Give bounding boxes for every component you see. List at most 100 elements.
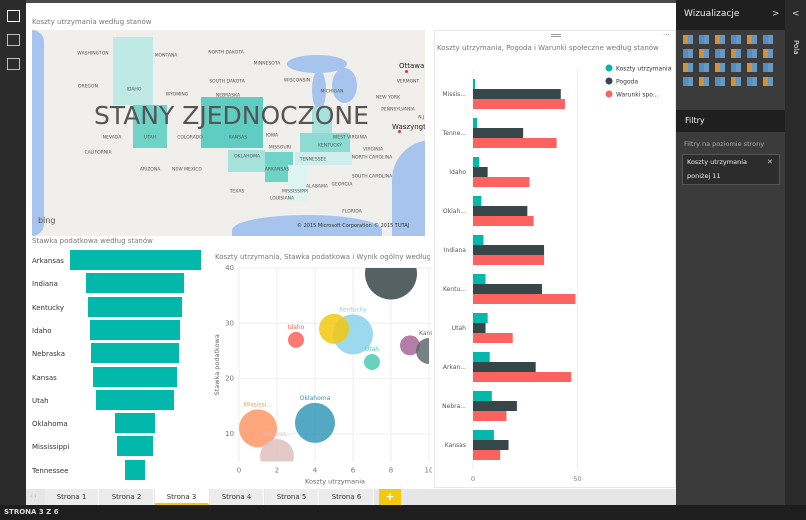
remove-filter-icon[interactable]: ✕: [767, 158, 773, 166]
bar[interactable]: [473, 411, 507, 421]
bar[interactable]: [473, 440, 509, 450]
scatter-chart[interactable]: 0 2 4 6 8 10 10 20 30 40 Kentucky Idaho Utah Kansa Okl…: [200, 258, 432, 490]
bar[interactable]: [473, 118, 478, 128]
tab-page-3[interactable]: Strona 3: [155, 489, 209, 505]
more-options-icon[interactable]: ···: [663, 31, 670, 39]
bar[interactable]: [473, 372, 572, 382]
bar[interactable]: [473, 274, 486, 284]
donut-icon[interactable]: [763, 77, 773, 86]
bar[interactable]: [473, 284, 542, 294]
funnel-bar[interactable]: [116, 436, 154, 457]
bar[interactable]: [473, 323, 486, 333]
line-column-icon[interactable]: [715, 49, 725, 58]
bar[interactable]: [473, 362, 536, 372]
bar[interactable]: [473, 333, 513, 343]
bar[interactable]: [473, 138, 557, 148]
funnel-bar[interactable]: [93, 366, 177, 387]
filter-card[interactable]: Koszty utrzymania poniżej 11 ✕: [682, 154, 780, 185]
100-column-icon[interactable]: [763, 35, 773, 44]
stacked-column-icon[interactable]: [699, 35, 709, 44]
bar[interactable]: [473, 352, 490, 362]
add-page-button[interactable]: +: [379, 489, 401, 505]
bubble[interactable]: [295, 402, 335, 443]
relationships-view-icon[interactable]: [7, 58, 20, 70]
state-idaho[interactable]: [113, 37, 153, 105]
funnel-bar[interactable]: [96, 389, 174, 410]
bar[interactable]: [473, 450, 501, 460]
bar[interactable]: [473, 206, 528, 216]
state-kentucky[interactable]: [300, 133, 350, 152]
tab-page-6[interactable]: Strona 6: [320, 489, 374, 505]
state-mississippi[interactable]: [288, 165, 307, 202]
bar[interactable]: [473, 294, 576, 304]
treemap-icon[interactable]: [699, 63, 709, 72]
line-column-2-icon[interactable]: [731, 49, 741, 58]
scatter-icon[interactable]: [763, 49, 773, 58]
line-chart-icon[interactable]: [683, 49, 693, 58]
pie-icon[interactable]: [683, 63, 693, 72]
bubble[interactable]: [260, 439, 294, 473]
report-view-icon[interactable]: [7, 10, 20, 22]
bar[interactable]: [473, 167, 488, 177]
tab-page-2[interactable]: Strona 2: [100, 489, 154, 505]
bar[interactable]: [473, 177, 530, 187]
funnel-bar[interactable]: [87, 296, 183, 317]
bar[interactable]: [473, 89, 561, 99]
100-bar-icon[interactable]: [747, 35, 757, 44]
bar[interactable]: [473, 255, 545, 265]
data-view-icon[interactable]: [7, 34, 20, 46]
tab-scroll-arrows[interactable]: ‹ ›: [30, 493, 37, 500]
gauge-icon[interactable]: [699, 77, 709, 86]
stacked-bar-icon[interactable]: [683, 35, 693, 44]
collapse-chevron-icon[interactable]: <: [792, 9, 800, 19]
expand-chevron-icon[interactable]: >: [772, 9, 780, 19]
bar[interactable]: [473, 196, 482, 206]
bar[interactable]: [473, 99, 565, 109]
filled-map-icon[interactable]: [763, 63, 773, 72]
state-utah[interactable]: [133, 105, 167, 148]
matrix-icon[interactable]: [747, 63, 757, 72]
map-icon[interactable]: [715, 63, 725, 72]
bubble[interactable]: [239, 409, 277, 448]
state-tennessee[interactable]: [295, 152, 352, 165]
bar[interactable]: [473, 128, 524, 138]
multi-card-icon[interactable]: [731, 77, 741, 86]
area-chart-icon[interactable]: [699, 49, 709, 58]
drag-handle-icon[interactable]: [551, 34, 561, 37]
card-icon[interactable]: [715, 77, 725, 86]
fields-pane-collapsed[interactable]: < Pola: [785, 0, 806, 505]
tab-page-1[interactable]: Strona 1: [45, 489, 99, 505]
filled-map[interactable]: WASHINGTON OREGON CALIFORNIA NEVADA IDAHO MON…: [32, 30, 425, 236]
bubble[interactable]: [400, 335, 420, 356]
funnel-bar[interactable]: [89, 319, 181, 340]
bar[interactable]: [473, 157, 480, 167]
bubble[interactable]: [288, 331, 304, 348]
state-oklahoma[interactable]: [228, 150, 265, 172]
bar[interactable]: [473, 430, 494, 440]
funnel-bar[interactable]: [91, 343, 179, 364]
funnel-icon[interactable]: [683, 77, 693, 86]
table-icon[interactable]: [731, 63, 741, 72]
clustered-bar-icon[interactable]: [715, 35, 725, 44]
state-nebraska-kansas[interactable]: [201, 97, 263, 148]
bar[interactable]: [473, 313, 488, 323]
bubble[interactable]: [319, 313, 349, 344]
ribbon-icon[interactable]: [747, 49, 757, 58]
bubble[interactable]: [364, 354, 380, 371]
funnel-bar[interactable]: [114, 413, 156, 434]
funnel-bar[interactable]: [86, 273, 184, 294]
tab-page-4[interactable]: Strona 4: [210, 489, 264, 505]
tab-page-5[interactable]: Strona 5: [265, 489, 319, 505]
funnel-bar[interactable]: [69, 250, 201, 270]
clustered-bar-chart[interactable]: 0 50 Missis... Tenne... Idaho Oklah... Indiana…: [434, 55, 676, 485]
bubble[interactable]: [365, 258, 417, 300]
bar[interactable]: [473, 391, 492, 401]
bar[interactable]: [473, 216, 534, 226]
clustered-column-icon[interactable]: [731, 35, 741, 44]
bar[interactable]: [473, 401, 517, 411]
bubble[interactable]: [416, 337, 432, 364]
funnel-bar[interactable]: [124, 459, 146, 480]
bar[interactable]: [473, 235, 484, 245]
bar[interactable]: [473, 245, 545, 255]
slicer-icon[interactable]: [747, 77, 757, 86]
